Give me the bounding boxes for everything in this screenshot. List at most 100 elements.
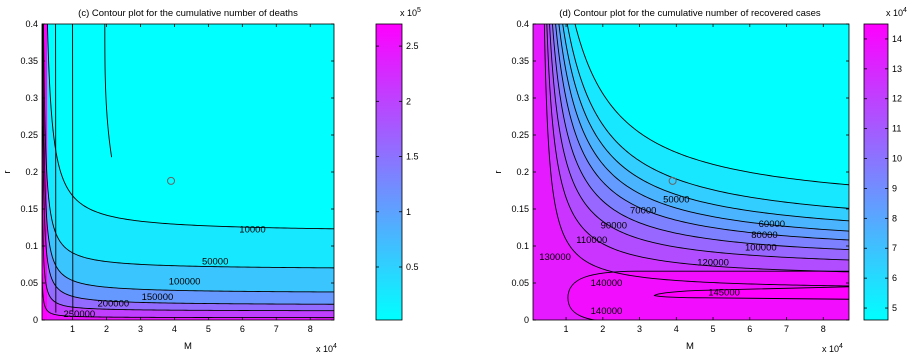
- y-tick-label: 0.3: [25, 93, 38, 103]
- x-tick-label: 8: [308, 324, 313, 334]
- colorbar-tick-label: 1.5: [406, 152, 419, 162]
- y-tick-label: 0.35: [511, 56, 529, 66]
- contour-line: [558, 24, 849, 232]
- y-axis-label: r: [2, 170, 13, 173]
- contour-label: 60000: [759, 219, 785, 230]
- contour-line: [552, 24, 849, 251]
- colorbar-tick-label: 10: [892, 154, 902, 164]
- colorbar-tick-label: 7: [892, 243, 897, 253]
- contour-line: [42, 24, 334, 293]
- contour-line: [562, 24, 849, 222]
- colorbar-tick-label: 13: [892, 64, 902, 74]
- plot-area: [533, 24, 849, 320]
- y-tick-label: 0.15: [20, 204, 38, 214]
- colorbar-tick-label: 0.5: [406, 262, 419, 272]
- x-tick-label: 6: [240, 324, 245, 334]
- contour-label: 100000: [745, 242, 777, 253]
- y-tick-label: 0.05: [20, 278, 38, 288]
- y-tick-label: 0.2: [25, 167, 38, 177]
- contour-line: [43, 24, 334, 269]
- chart-title: (c) Contour plot for the cumulative numb…: [78, 8, 298, 19]
- y-tick-label: 0.25: [20, 130, 38, 140]
- x-tick-label: 7: [784, 324, 789, 334]
- contour-band: [654, 286, 849, 300]
- colorbar-tick-label: 1: [406, 207, 411, 217]
- contour-line: [566, 24, 849, 209]
- contour-label: 250000: [63, 309, 95, 320]
- panel-c: (c) Contour plot for the cumulative numb…: [2, 7, 421, 354]
- contour-line: [574, 24, 849, 186]
- colorbar-tick-label: 2.5: [406, 41, 419, 51]
- x-tick-label: 5: [711, 324, 716, 334]
- contour-label: 140000: [591, 306, 623, 317]
- y-tick-label: 0.4: [516, 19, 529, 29]
- x-tick-label: 6: [747, 324, 752, 334]
- chart-title: (d) Contour plot for the cumulative numb…: [559, 8, 821, 19]
- colorbar: [863, 23, 889, 321]
- contour-label: 50000: [663, 194, 689, 205]
- contour-line: [546, 24, 849, 273]
- contour-line: [555, 24, 849, 241]
- colorbar-tick-label: 2: [406, 96, 411, 106]
- y-tick-label: 0.1: [25, 241, 38, 251]
- y-tick-label: 0.25: [511, 130, 529, 140]
- contour-band: [533, 24, 849, 320]
- panel-d: (d) Contour plot for the cumulative numb…: [493, 7, 907, 354]
- x-tick-label: 1: [70, 324, 75, 334]
- contour-line: [543, 24, 849, 287]
- colorbar-multiplier: x 105: [400, 7, 421, 18]
- x-tick-label: 1: [564, 324, 569, 334]
- contour-label: 120000: [697, 257, 729, 268]
- x-tick-label: 4: [674, 324, 679, 334]
- colorbar-tick-label: 9: [892, 183, 897, 193]
- contour-label: 50000: [202, 257, 228, 268]
- contour-label: 70000: [630, 205, 656, 216]
- x-tick-label: 3: [138, 324, 143, 334]
- contour-line: [42, 126, 334, 312]
- contour-line: [42, 24, 334, 305]
- marker-point: [668, 176, 677, 185]
- x-tick-label: 3: [637, 324, 642, 334]
- contour-label: 80000: [751, 230, 777, 241]
- x-tick-label: 2: [600, 324, 605, 334]
- contour-label: 200000: [97, 299, 129, 310]
- contour-label: 110000: [576, 235, 607, 246]
- x-multiplier: x 104: [822, 343, 843, 354]
- plot-area: [42, 24, 334, 320]
- x-tick-label: 4: [172, 324, 177, 334]
- marker-point: [167, 176, 176, 185]
- x-axis-label: M: [686, 341, 694, 352]
- contour-label: 130000: [539, 252, 571, 263]
- contour-label: 100000: [169, 277, 201, 288]
- contour-line: [104, 24, 113, 158]
- contour-label: 90000: [601, 220, 627, 231]
- contour-label: 10000: [239, 225, 265, 236]
- colorbar: [375, 23, 403, 321]
- contour-label: 150000: [142, 292, 174, 303]
- contour-line: [567, 270, 849, 320]
- y-tick-label: 0.2: [516, 167, 529, 177]
- colorbar-tick-label: 8: [892, 213, 897, 223]
- x-multiplier: x 104: [316, 343, 337, 354]
- colorbar-tick-label: 11: [892, 124, 901, 134]
- x-tick-label: 8: [821, 324, 826, 334]
- y-tick-label: 0: [33, 315, 38, 325]
- colorbar-multiplier: x 104: [886, 7, 907, 18]
- y-tick-label: 0.3: [516, 93, 529, 103]
- contour-line: [549, 24, 849, 261]
- y-tick-label: 0.05: [511, 278, 529, 288]
- contour-label: 145000: [708, 288, 740, 299]
- y-tick-label: 0.35: [20, 56, 38, 66]
- colorbar-tick-label: 5: [892, 303, 897, 313]
- y-tick-label: 0.1: [516, 241, 529, 251]
- contour-line: [653, 286, 849, 300]
- contour-band: [42, 24, 334, 320]
- y-tick-label: 0.15: [511, 204, 529, 214]
- colorbar-tick-label: 12: [892, 94, 902, 104]
- contour-band: [42, 24, 334, 320]
- y-tick-label: 0: [524, 315, 529, 325]
- x-tick-label: 2: [104, 324, 109, 334]
- x-axis-label: M: [184, 341, 192, 352]
- contour-line: [46, 24, 334, 230]
